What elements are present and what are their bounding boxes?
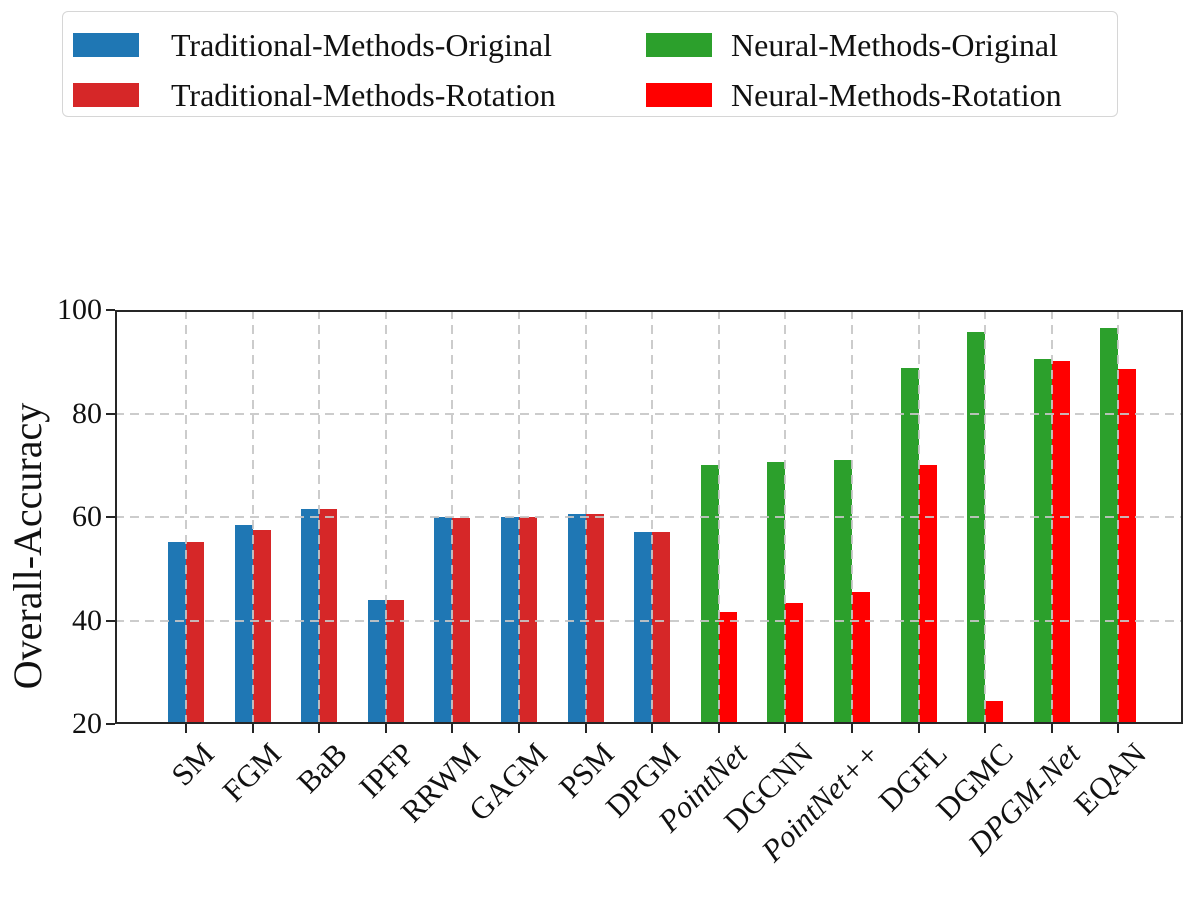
legend-swatch-Neural-Methods-Rotation (646, 83, 712, 107)
legend-swatch-Traditional-Methods-Rotation (73, 83, 139, 107)
bar-DPGM-original (634, 532, 653, 724)
bar-PointNet-original (700, 465, 719, 724)
bar-RRWM-rotation (452, 517, 471, 724)
y-tick-mark-80 (106, 412, 115, 415)
y-tick-label-20: 20 (72, 707, 102, 740)
x-tick-mark-SM (185, 724, 187, 733)
bar-DGFL-rotation (918, 465, 937, 724)
x-tick-mark-FGM (251, 724, 254, 733)
bar-DPGM-rotation (652, 532, 671, 724)
x-tick-mark-DGMC (984, 724, 987, 733)
y-tick-label-80: 80 (72, 396, 102, 430)
bar-IPFP-rotation (385, 599, 404, 724)
gridline-y-60 (115, 516, 1183, 518)
legend-label-Neural-Methods-Rotation: Neural-Methods-Rotation (731, 77, 1062, 113)
bar-FGM-original (234, 524, 253, 724)
legend-label-Neural-Methods-Original: Neural-Methods-Original (731, 27, 1059, 63)
x-tick-mark-GAGM (518, 724, 520, 733)
bar-PSM-original (567, 514, 586, 724)
bar-PointNet++-original (834, 459, 852, 724)
y-tick-mark-40 (106, 619, 115, 622)
bar-BaB-original (301, 509, 320, 724)
y-tick-label-40: 40 (72, 603, 102, 637)
legend-swatch-Neural-Methods-Original (646, 33, 712, 57)
x-tick-mark-IPFP (384, 724, 387, 733)
legend: Traditional-Methods-Original Traditional-… (62, 11, 1118, 117)
x-tick-mark-PSM (584, 724, 587, 733)
x-tick-mark-PointNet++ (851, 724, 853, 733)
y-tick-label-60: 60 (72, 500, 102, 533)
bar-DGFL-original (900, 368, 919, 724)
x-tick-mark-DPGM-Net (1050, 724, 1053, 733)
bar-DGMC-rotation (985, 701, 1004, 724)
bar-FGM-rotation (252, 530, 271, 724)
y-tick-mark-60 (106, 516, 115, 518)
bar-DGCNN-rotation (785, 602, 804, 724)
bar-PointNet-rotation (718, 612, 737, 724)
x-tick-mark-DGFL (917, 724, 920, 733)
bar-RRWM-original (434, 517, 453, 724)
bar-GAGM-original (501, 517, 519, 724)
bar-PointNet++-rotation (852, 591, 870, 724)
y-tick-mark-100 (106, 309, 115, 311)
x-tick-mark-DGCNN (784, 724, 787, 733)
y-tick-mark-20 (106, 723, 115, 725)
bar-PSM-rotation (585, 514, 604, 724)
x-tick-mark-DPGM (651, 724, 654, 733)
x-tick-mark-EQAN (1117, 724, 1120, 733)
y-tick-label-100: 100 (57, 293, 102, 326)
bar-GAGM-rotation (519, 517, 537, 724)
bar-SM-rotation (186, 541, 204, 724)
bar-DPGM-Net-original (1033, 359, 1052, 724)
bar-EQAN-rotation (1118, 368, 1137, 724)
bar-BaB-rotation (319, 509, 338, 724)
x-tick-mark-PointNet (717, 724, 720, 733)
x-tick-mark-BaB (318, 724, 321, 733)
bar-DPGM-Net-rotation (1051, 361, 1070, 724)
legend-label-Traditional-Methods-Rotation: Traditional-Methods-Rotation (171, 77, 556, 113)
bar-DGCNN-original (767, 461, 786, 724)
gridline-y-80 (115, 412, 1183, 415)
bar-EQAN-original (1100, 328, 1119, 724)
bar-SM-original (168, 541, 186, 724)
bar-DGMC-original (967, 332, 986, 724)
x-tick-mark-RRWM (451, 724, 454, 733)
legend-swatch-Traditional-Methods-Original (73, 33, 139, 57)
legend-label-Traditional-Methods-Original: Traditional-Methods-Original (171, 27, 552, 63)
bar-IPFP-original (367, 599, 386, 724)
